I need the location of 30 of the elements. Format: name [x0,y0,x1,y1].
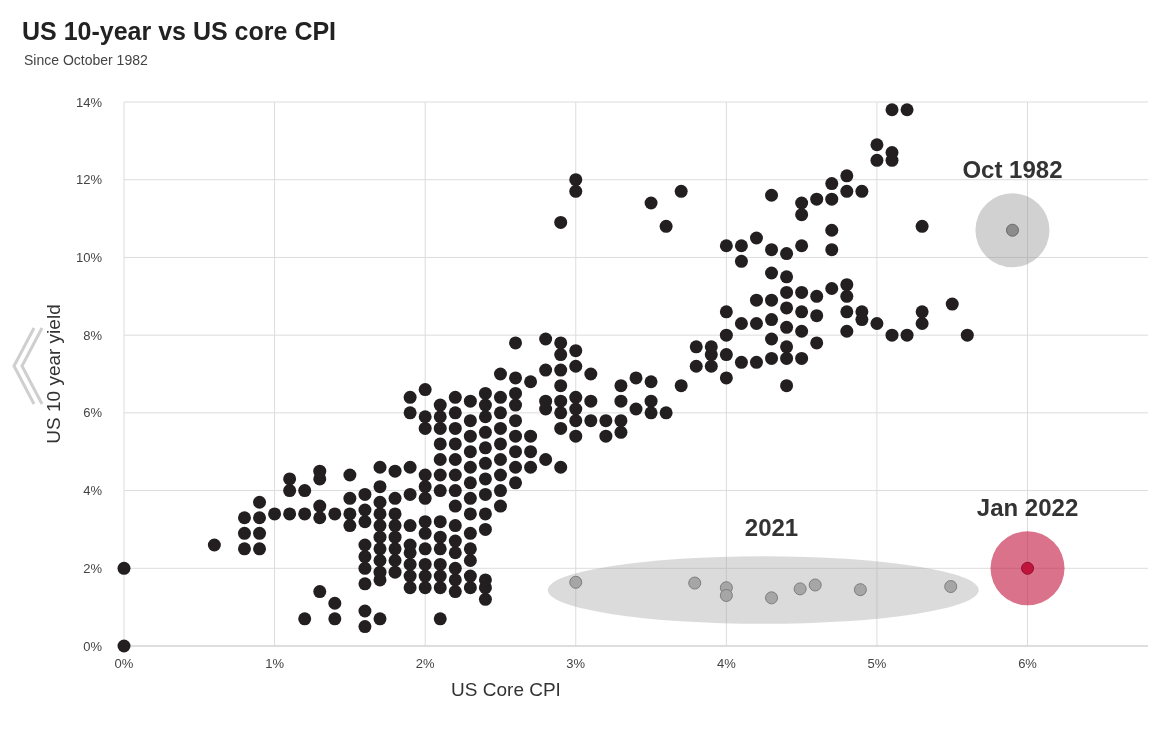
y-axis-title: US 10 year yield [43,304,64,444]
point [719,588,733,602]
chart-title: US 10-year vs US core CPI [22,17,337,45]
y-tick-label: 8% [83,327,103,343]
y-tick-label: 4% [83,483,103,499]
x-tick-label: 1% [265,656,285,671]
point [853,583,867,597]
y-tick-label: 12% [75,172,103,188]
x-axis-title: US Core CPI [451,679,561,700]
y-tick-label: 2% [83,560,103,576]
x-tick-label: 6% [1018,656,1038,671]
chart-subtitle: Since October 1982 [24,52,148,68]
annotation: Oct 1982 [962,156,1063,184]
x-tick-label: 3% [566,656,586,671]
point [793,582,807,596]
point [569,575,583,589]
x-tick-label: 2% [415,656,436,671]
y-tick-label: 10% [75,249,103,265]
y-tick-label: 0% [83,638,103,654]
point [944,580,958,594]
point [765,591,779,605]
annotation: 2021 [744,513,799,541]
y-tick-label: 6% [83,405,103,421]
annotation: Jan 2022 [976,494,1079,522]
point [808,578,822,592]
point [688,576,702,590]
x-tick-label: 5% [867,656,887,671]
x-tick-label: 4% [716,656,737,671]
x-tick-label: 0% [114,656,134,671]
y-tick-label: 14% [75,94,103,110]
